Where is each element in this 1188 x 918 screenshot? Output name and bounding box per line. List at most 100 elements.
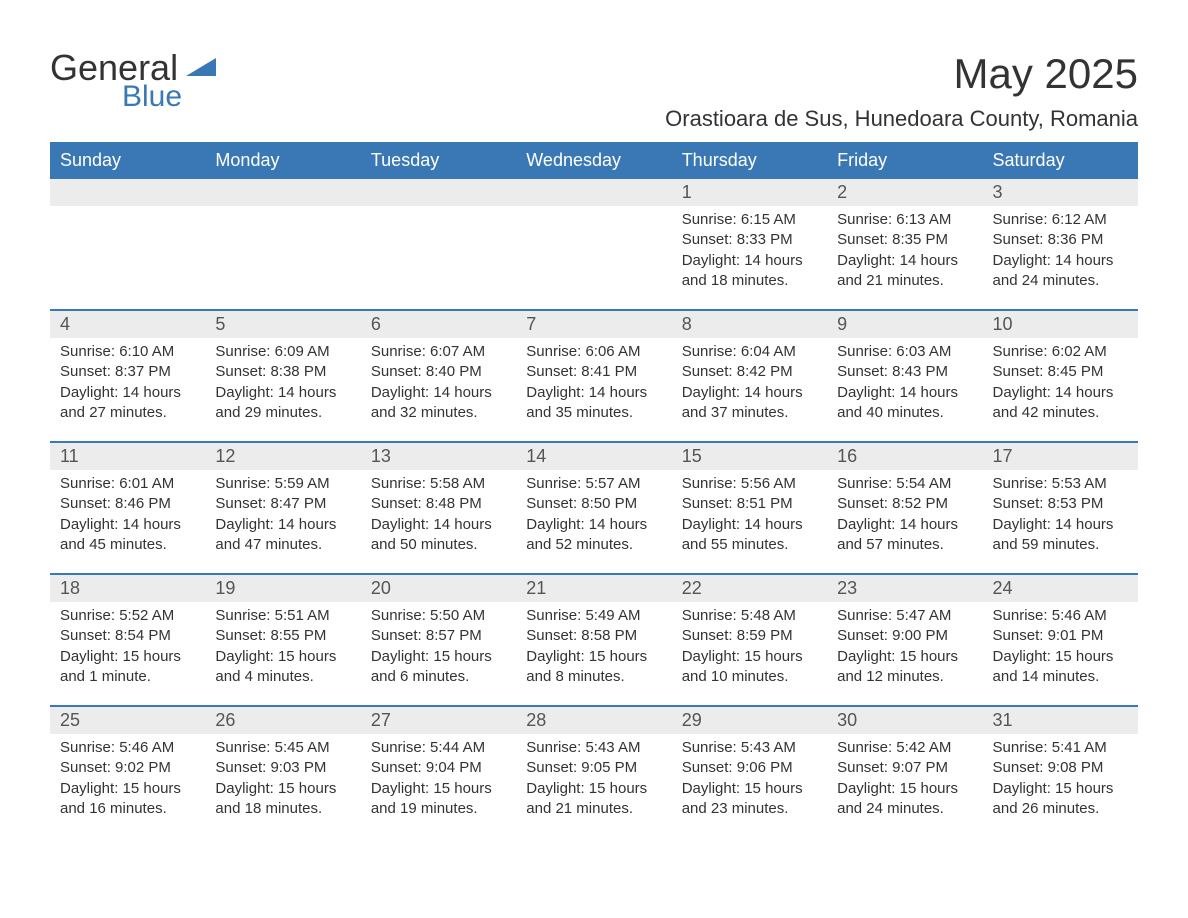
daylight-line: Daylight: 14 hours and 29 minutes.	[215, 383, 350, 424]
sunrise-line: Sunrise: 5:52 AM	[60, 606, 195, 626]
day-number: 22	[672, 575, 827, 602]
sunset-line: Sunset: 8:54 PM	[60, 626, 195, 646]
sunrise-line: Sunrise: 5:49 AM	[526, 606, 661, 626]
sunrise-line: Sunrise: 5:58 AM	[371, 474, 506, 494]
day-details: Sunrise: 5:42 AMSunset: 9:07 PMDaylight:…	[827, 734, 982, 819]
daylight-line: Daylight: 14 hours and 50 minutes.	[371, 515, 506, 556]
day-details: Sunrise: 5:44 AMSunset: 9:04 PMDaylight:…	[361, 734, 516, 819]
calendar-week-row: 1Sunrise: 6:15 AMSunset: 8:33 PMDaylight…	[50, 179, 1138, 309]
calendar-day-cell: 25Sunrise: 5:46 AMSunset: 9:02 PMDayligh…	[50, 707, 205, 837]
weekday-header: Sunday	[50, 142, 205, 179]
calendar-day-cell: 3Sunrise: 6:12 AMSunset: 8:36 PMDaylight…	[983, 179, 1138, 309]
sunset-line: Sunset: 8:45 PM	[993, 362, 1128, 382]
sunset-line: Sunset: 8:53 PM	[993, 494, 1128, 514]
title-block: May 2025 Orastioara de Sus, Hunedoara Co…	[665, 50, 1138, 132]
brand-text: General Blue	[50, 50, 182, 112]
day-details: Sunrise: 5:43 AMSunset: 9:05 PMDaylight:…	[516, 734, 671, 819]
day-details: Sunrise: 6:04 AMSunset: 8:42 PMDaylight:…	[672, 338, 827, 423]
day-number: 17	[983, 443, 1138, 470]
sunset-line: Sunset: 8:57 PM	[371, 626, 506, 646]
sunrise-line: Sunrise: 5:46 AM	[993, 606, 1128, 626]
day-number: 15	[672, 443, 827, 470]
sunset-line: Sunset: 9:08 PM	[993, 758, 1128, 778]
weeks-container: 1Sunrise: 6:15 AMSunset: 8:33 PMDaylight…	[50, 179, 1138, 837]
calendar-day-cell: 16Sunrise: 5:54 AMSunset: 8:52 PMDayligh…	[827, 443, 982, 573]
day-number: 13	[361, 443, 516, 470]
day-number: 9	[827, 311, 982, 338]
sunset-line: Sunset: 9:03 PM	[215, 758, 350, 778]
daylight-line: Daylight: 15 hours and 14 minutes.	[993, 647, 1128, 688]
sunrise-line: Sunrise: 5:50 AM	[371, 606, 506, 626]
calendar-day-cell: 2Sunrise: 6:13 AMSunset: 8:35 PMDaylight…	[827, 179, 982, 309]
day-details: Sunrise: 5:46 AMSunset: 9:02 PMDaylight:…	[50, 734, 205, 819]
sunset-line: Sunset: 9:06 PM	[682, 758, 817, 778]
calendar-week-row: 18Sunrise: 5:52 AMSunset: 8:54 PMDayligh…	[50, 573, 1138, 705]
calendar-day-cell: 8Sunrise: 6:04 AMSunset: 8:42 PMDaylight…	[672, 311, 827, 441]
weekday-header: Thursday	[672, 142, 827, 179]
calendar-day-cell: 5Sunrise: 6:09 AMSunset: 8:38 PMDaylight…	[205, 311, 360, 441]
weekday-header: Monday	[205, 142, 360, 179]
day-details: Sunrise: 5:52 AMSunset: 8:54 PMDaylight:…	[50, 602, 205, 687]
sunset-line: Sunset: 9:07 PM	[837, 758, 972, 778]
daylight-line: Daylight: 14 hours and 47 minutes.	[215, 515, 350, 556]
calendar-week-row: 11Sunrise: 6:01 AMSunset: 8:46 PMDayligh…	[50, 441, 1138, 573]
calendar-day-cell: 11Sunrise: 6:01 AMSunset: 8:46 PMDayligh…	[50, 443, 205, 573]
day-details: Sunrise: 6:01 AMSunset: 8:46 PMDaylight:…	[50, 470, 205, 555]
day-number	[205, 179, 360, 206]
day-number: 19	[205, 575, 360, 602]
sunset-line: Sunset: 8:55 PM	[215, 626, 350, 646]
sunrise-line: Sunrise: 5:59 AM	[215, 474, 350, 494]
sunrise-line: Sunrise: 6:01 AM	[60, 474, 195, 494]
day-details: Sunrise: 6:03 AMSunset: 8:43 PMDaylight:…	[827, 338, 982, 423]
day-number: 21	[516, 575, 671, 602]
day-number	[50, 179, 205, 206]
calendar-day-cell: 23Sunrise: 5:47 AMSunset: 9:00 PMDayligh…	[827, 575, 982, 705]
daylight-line: Daylight: 15 hours and 10 minutes.	[682, 647, 817, 688]
calendar-day-cell: 21Sunrise: 5:49 AMSunset: 8:58 PMDayligh…	[516, 575, 671, 705]
sunset-line: Sunset: 8:47 PM	[215, 494, 350, 514]
day-details: Sunrise: 5:47 AMSunset: 9:00 PMDaylight:…	[827, 602, 982, 687]
sunset-line: Sunset: 8:37 PM	[60, 362, 195, 382]
calendar-day-cell: 6Sunrise: 6:07 AMSunset: 8:40 PMDaylight…	[361, 311, 516, 441]
sunrise-line: Sunrise: 5:46 AM	[60, 738, 195, 758]
calendar-day-cell: 27Sunrise: 5:44 AMSunset: 9:04 PMDayligh…	[361, 707, 516, 837]
daylight-line: Daylight: 14 hours and 21 minutes.	[837, 251, 972, 292]
calendar-day-cell: 14Sunrise: 5:57 AMSunset: 8:50 PMDayligh…	[516, 443, 671, 573]
sunset-line: Sunset: 9:05 PM	[526, 758, 661, 778]
calendar-day-cell: 9Sunrise: 6:03 AMSunset: 8:43 PMDaylight…	[827, 311, 982, 441]
daylight-line: Daylight: 14 hours and 45 minutes.	[60, 515, 195, 556]
day-number: 2	[827, 179, 982, 206]
location-subtitle: Orastioara de Sus, Hunedoara County, Rom…	[665, 106, 1138, 132]
daylight-line: Daylight: 15 hours and 16 minutes.	[60, 779, 195, 820]
sunrise-line: Sunrise: 6:07 AM	[371, 342, 506, 362]
daylight-line: Daylight: 15 hours and 24 minutes.	[837, 779, 972, 820]
day-number: 12	[205, 443, 360, 470]
day-details: Sunrise: 5:51 AMSunset: 8:55 PMDaylight:…	[205, 602, 360, 687]
calendar-day-cell: 31Sunrise: 5:41 AMSunset: 9:08 PMDayligh…	[983, 707, 1138, 837]
daylight-line: Daylight: 15 hours and 4 minutes.	[215, 647, 350, 688]
daylight-line: Daylight: 14 hours and 32 minutes.	[371, 383, 506, 424]
daylight-line: Daylight: 15 hours and 12 minutes.	[837, 647, 972, 688]
day-number: 5	[205, 311, 360, 338]
day-details: Sunrise: 5:48 AMSunset: 8:59 PMDaylight:…	[672, 602, 827, 687]
sunrise-line: Sunrise: 5:57 AM	[526, 474, 661, 494]
day-number: 1	[672, 179, 827, 206]
sunrise-line: Sunrise: 5:43 AM	[526, 738, 661, 758]
sunrise-line: Sunrise: 5:41 AM	[993, 738, 1128, 758]
day-number: 27	[361, 707, 516, 734]
day-number: 18	[50, 575, 205, 602]
sunrise-line: Sunrise: 5:43 AM	[682, 738, 817, 758]
sunset-line: Sunset: 8:52 PM	[837, 494, 972, 514]
day-number: 11	[50, 443, 205, 470]
calendar-day-cell: 26Sunrise: 5:45 AMSunset: 9:03 PMDayligh…	[205, 707, 360, 837]
daylight-line: Daylight: 15 hours and 8 minutes.	[526, 647, 661, 688]
day-details: Sunrise: 5:56 AMSunset: 8:51 PMDaylight:…	[672, 470, 827, 555]
sunrise-line: Sunrise: 6:12 AM	[993, 210, 1128, 230]
sunrise-line: Sunrise: 6:06 AM	[526, 342, 661, 362]
daylight-line: Daylight: 14 hours and 59 minutes.	[993, 515, 1128, 556]
daylight-line: Daylight: 14 hours and 42 minutes.	[993, 383, 1128, 424]
sunrise-line: Sunrise: 6:13 AM	[837, 210, 972, 230]
day-details: Sunrise: 6:07 AMSunset: 8:40 PMDaylight:…	[361, 338, 516, 423]
day-details: Sunrise: 5:43 AMSunset: 9:06 PMDaylight:…	[672, 734, 827, 819]
calendar-day-cell: 4Sunrise: 6:10 AMSunset: 8:37 PMDaylight…	[50, 311, 205, 441]
